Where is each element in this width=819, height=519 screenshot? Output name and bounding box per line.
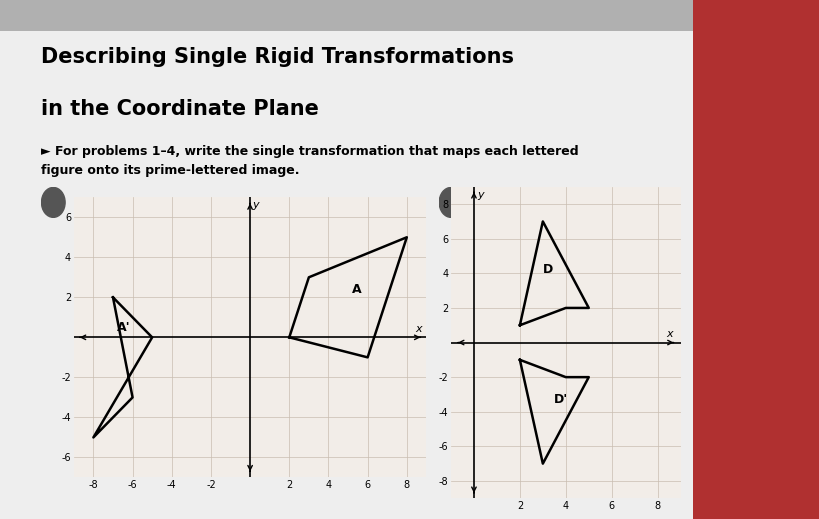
Text: x: x [414,324,421,334]
Text: y: y [477,190,483,200]
Text: A: A [351,283,361,296]
Circle shape [439,187,462,217]
Circle shape [42,187,65,217]
Text: y: y [252,200,259,210]
Text: Describing Single Rigid Transformations: Describing Single Rigid Transformations [41,47,514,67]
Text: D': D' [554,393,568,406]
Text: 1: 1 [49,196,57,209]
Text: 2: 2 [446,196,455,209]
Text: D: D [542,263,552,276]
Text: x: x [665,329,672,339]
Text: ► For problems 1–4, write the single transformation that maps each lettered
figu: ► For problems 1–4, write the single tra… [41,145,578,177]
Text: in the Coordinate Plane: in the Coordinate Plane [41,99,319,119]
Text: A': A' [117,321,130,334]
